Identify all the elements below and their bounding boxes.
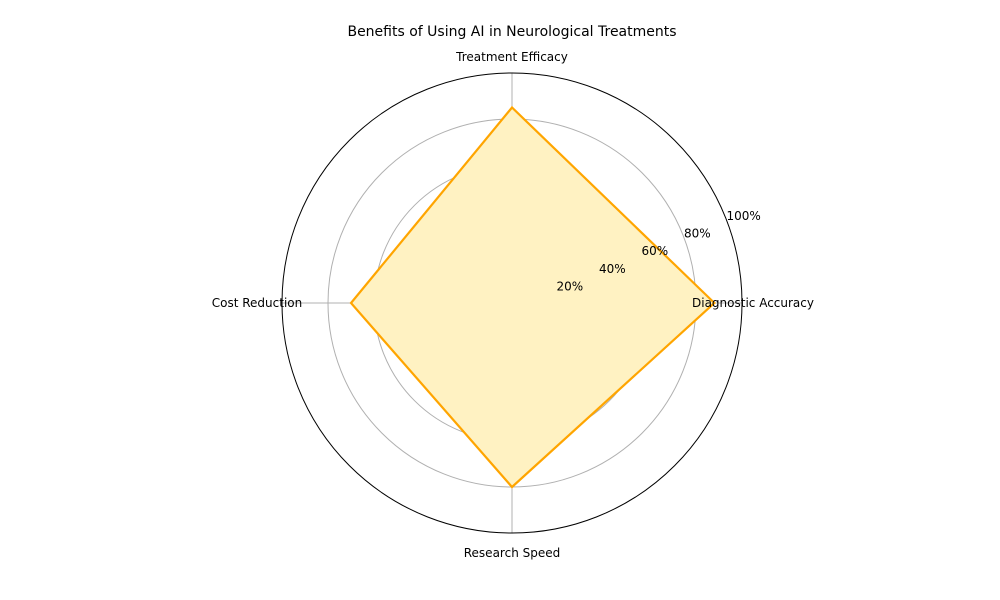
series-area xyxy=(351,107,715,487)
category-label: Research Speed xyxy=(464,546,560,560)
category-label: Treatment Efficacy xyxy=(455,50,568,64)
outer-frame xyxy=(281,72,743,534)
category-label: Cost Reduction xyxy=(212,296,302,310)
tick-label: 80% xyxy=(684,227,711,241)
label-layer: 20% 40% 60% 80% 100% Diagnostic Accuracy Treat… xyxy=(212,50,814,560)
tick-label: 100% xyxy=(726,209,760,223)
chart-title: Benefits of Using AI in Neurological Tre… xyxy=(347,24,676,40)
series-line xyxy=(349,105,717,489)
tick-label: 60% xyxy=(641,244,668,258)
tick-label: 40% xyxy=(599,262,626,276)
data-layer xyxy=(349,105,717,489)
category-label: Diagnostic Accuracy xyxy=(692,296,814,310)
tick-label: 20% xyxy=(556,279,583,293)
